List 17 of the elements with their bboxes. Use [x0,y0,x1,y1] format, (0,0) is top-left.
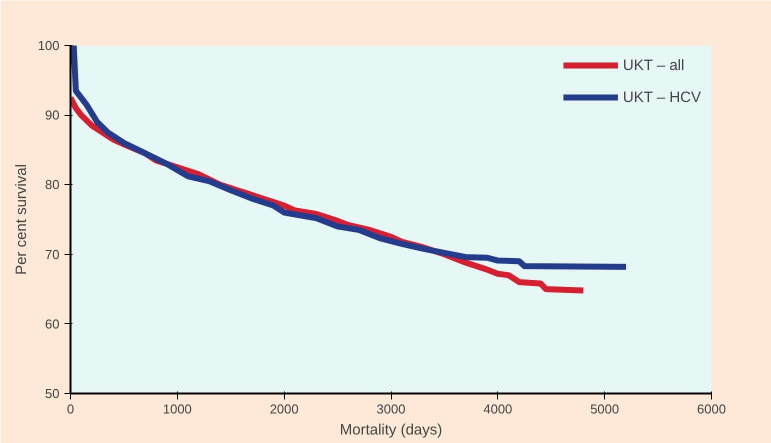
x-tick-label: 0 [66,402,74,416]
x-tick-label: 6000 [697,402,726,416]
y-tick-label: 80 [45,177,60,192]
legend-label: UKT – HCV [622,88,701,106]
y-tick-label: 100 [38,38,60,53]
y-tick-label: 60 [45,316,60,332]
y-tick-label: 90 [45,108,60,123]
x-tick-label: 3000 [376,402,406,416]
y-axis-title: Per cent survival [12,164,30,275]
x-axis-title: Mortality (days) [340,422,442,438]
x-tick-label: 5000 [590,402,620,416]
y-tick-label: 50 [45,386,60,401]
x-tick-label: 4000 [483,402,512,416]
x-tick-label: 1000 [162,402,192,416]
y-tick-label: 70 [45,246,60,262]
legend-label: UKT – all [622,56,684,74]
x-tick-label: 2000 [270,402,299,416]
